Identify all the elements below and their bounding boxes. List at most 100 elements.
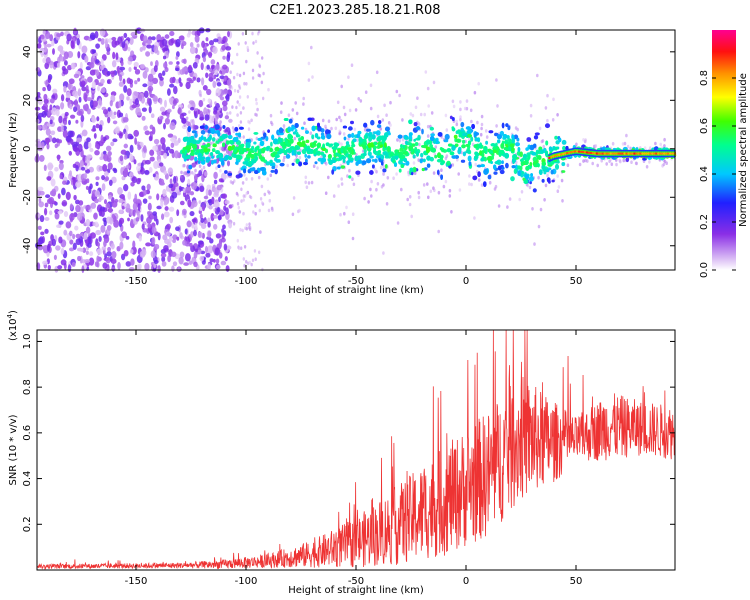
spectrogram-point [146, 216, 152, 224]
spectrogram-point [218, 153, 224, 159]
spectrogram-point [103, 219, 107, 227]
spectrogram-point [371, 158, 375, 162]
spectrogram-point [383, 103, 386, 108]
spectrogram-point [197, 152, 203, 159]
spectrogram-point [141, 115, 146, 121]
spectrogram-point [363, 134, 368, 140]
spectrogram-point [67, 130, 74, 138]
spectrogram-point [426, 134, 430, 138]
spectrogram-point [335, 117, 339, 122]
spectrogram-point [57, 265, 63, 270]
spectrogram-point [226, 79, 232, 86]
spectrogram-point [164, 44, 169, 51]
spectrogram-point [355, 153, 358, 157]
spectrogram-point [203, 220, 208, 224]
spectrogram-point [200, 168, 203, 172]
spectrogram-point [81, 86, 87, 92]
spectrogram-point [286, 163, 290, 168]
spectrogram-point [298, 161, 303, 167]
spectrogram-point [378, 120, 382, 124]
spectrogram-point [534, 132, 540, 136]
spectrogram-point [146, 183, 151, 191]
spectrogram-point [290, 127, 294, 132]
spectrogram-point [645, 152, 648, 155]
spectrogram-point [643, 146, 647, 150]
spectrogram-point [254, 204, 257, 208]
spectrogram-point [343, 211, 346, 216]
spectrogram-point [479, 142, 483, 149]
spectrogram-point [446, 160, 451, 166]
x-tick-label: 50 [570, 576, 583, 587]
spectrogram-point [451, 155, 457, 159]
spectrogram-point [89, 32, 96, 40]
spectrogram-point [189, 242, 193, 248]
spectrogram-point [35, 67, 41, 72]
spectrogram-point [231, 126, 235, 130]
spectrogram-point [177, 191, 181, 196]
spectrogram-point [159, 76, 164, 81]
spectrogram-point [75, 204, 81, 213]
spectrogram-point [483, 145, 488, 152]
spectrogram-point [235, 136, 239, 142]
spectrogram-point [212, 143, 217, 148]
spectrogram-point [254, 170, 259, 175]
y-tick-label: 20 [22, 94, 33, 107]
spectrogram-point [86, 97, 93, 102]
spectrogram-point [429, 189, 433, 194]
spectrogram-point [183, 123, 186, 127]
spectrogram-point [142, 83, 148, 88]
spectrogram-point [213, 133, 216, 137]
spectrogram-point [260, 147, 266, 154]
spectrogram-point [584, 138, 587, 142]
spectrogram-point [92, 221, 96, 227]
spectrogram-point [236, 238, 239, 243]
spectrogram-point [208, 40, 215, 46]
spectrogram-point [173, 85, 178, 95]
spectrogram-point [258, 208, 261, 213]
spectrogram-point [508, 197, 512, 201]
spectrogram-point [128, 266, 135, 272]
spectrogram-point [348, 168, 351, 173]
spectrogram-point [382, 151, 387, 155]
spectrogram-point [65, 135, 72, 142]
spectrogram-point [164, 99, 167, 108]
spectrogram-point [88, 235, 92, 244]
spectrogram-point [511, 165, 516, 169]
spectrogram-point [537, 155, 542, 160]
spectrogram-point [473, 90, 477, 95]
spectrogram-point [34, 106, 41, 111]
spectrogram-point [255, 136, 258, 141]
spectrogram-point [398, 93, 401, 98]
spectrogram-point [561, 170, 566, 173]
spectrogram-point [163, 152, 168, 159]
spectrogram-point [81, 45, 88, 54]
spectrogram-point [518, 197, 521, 202]
spectrogram-point [43, 93, 48, 101]
spectrogram-point [608, 159, 611, 164]
spectrogram-point [260, 184, 264, 189]
spectrogram-point [487, 156, 492, 162]
spectrogram-point [49, 98, 55, 104]
spectrogram-point [357, 159, 362, 164]
spectrogram-point [467, 140, 472, 146]
spectrogram-point [381, 118, 385, 122]
spectrogram-point [92, 100, 98, 108]
spectrogram-point [182, 147, 186, 153]
spectrogram-point [86, 178, 90, 184]
x-tick-label: -150 [125, 276, 148, 287]
spectrogram-point [610, 162, 614, 166]
spectrogram-point [544, 106, 548, 110]
spectrogram-point [197, 160, 201, 164]
spectrogram-point [38, 154, 45, 162]
spectrogram-point [80, 166, 86, 171]
spectrogram-point [457, 129, 461, 134]
spectrogram-point [205, 111, 209, 116]
spectrogram-point [192, 62, 198, 69]
spectrogram-point [49, 34, 54, 42]
spectrogram-point [242, 106, 245, 110]
spectrogram-point [481, 156, 485, 160]
spectrogram-point [241, 32, 245, 36]
spectrogram-point [185, 145, 192, 150]
spectrogram-point [214, 101, 217, 105]
spectrogram-point [179, 232, 183, 239]
